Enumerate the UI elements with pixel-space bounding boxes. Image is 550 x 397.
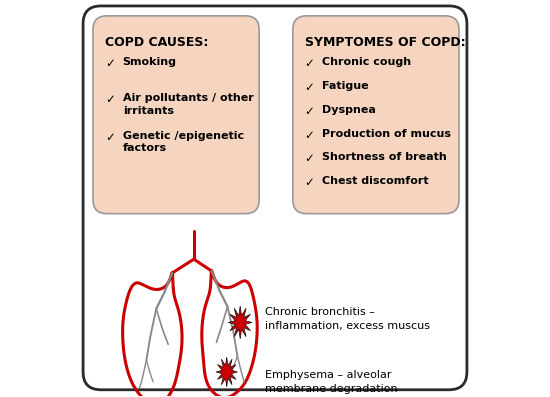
Text: ✓: ✓ — [305, 129, 315, 142]
Text: Chronic cough: Chronic cough — [322, 58, 411, 67]
Text: Air pollutants / other
irritants: Air pollutants / other irritants — [123, 93, 254, 116]
Text: Shortness of breath: Shortness of breath — [322, 152, 447, 162]
Text: ✓: ✓ — [305, 58, 315, 70]
Text: Emphysema – alveolar
membrane degradation: Emphysema – alveolar membrane degradatio… — [265, 370, 398, 394]
FancyBboxPatch shape — [293, 16, 459, 214]
FancyBboxPatch shape — [93, 16, 259, 214]
Text: ✓: ✓ — [305, 176, 315, 189]
Polygon shape — [216, 357, 238, 387]
Text: ✓: ✓ — [105, 131, 115, 144]
Text: ✓: ✓ — [305, 152, 315, 165]
Text: Fatigue: Fatigue — [322, 81, 369, 91]
Polygon shape — [228, 306, 252, 339]
Text: Chronic bronchitis –
inflammation, excess muscus: Chronic bronchitis – inflammation, exces… — [265, 306, 430, 331]
Text: Smoking: Smoking — [123, 58, 177, 67]
Text: Production of mucus: Production of mucus — [322, 129, 452, 139]
Text: Dyspnea: Dyspnea — [322, 105, 376, 115]
Text: ✓: ✓ — [105, 93, 115, 106]
Text: SYMPTOMES OF COPD:: SYMPTOMES OF COPD: — [305, 36, 465, 48]
Text: ✓: ✓ — [105, 58, 115, 70]
Text: COPD CAUSES:: COPD CAUSES: — [105, 36, 208, 48]
Text: ✓: ✓ — [305, 105, 315, 118]
Text: ✓: ✓ — [305, 81, 315, 94]
FancyBboxPatch shape — [83, 6, 467, 390]
Text: Genetic /epigenetic
factors: Genetic /epigenetic factors — [123, 131, 244, 153]
Text: Chest discomfort: Chest discomfort — [322, 176, 429, 186]
